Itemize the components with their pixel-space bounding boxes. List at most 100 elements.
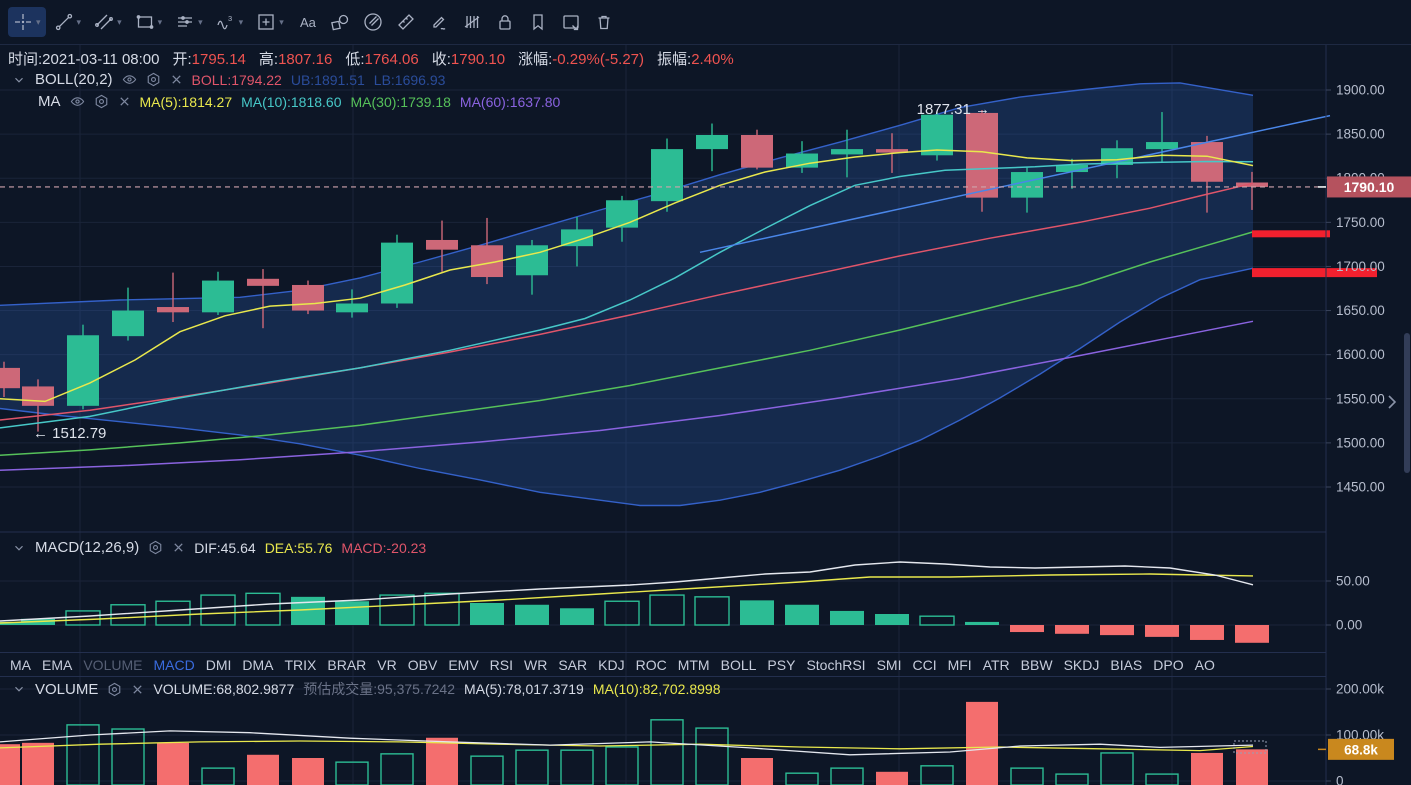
grid-tool[interactable]: ▾ — [251, 7, 289, 37]
collapse-chevron-icon[interactable] — [12, 682, 26, 696]
caret-down-icon[interactable]: ▾ — [238, 16, 244, 27]
eye-icon[interactable] — [122, 72, 137, 87]
caret-down-icon[interactable]: ▾ — [157, 16, 163, 27]
ma-indicator-row: MA MA(5):1814.27 MA(10):1818.60 MA(30):1739… — [38, 93, 560, 110]
chevron-right-icon[interactable] — [1388, 395, 1397, 409]
close-icon[interactable] — [172, 541, 185, 554]
tab-ema[interactable]: EMA — [42, 656, 73, 673]
volume-axis-label: 100.00k — [1336, 728, 1384, 743]
volume-bar — [380, 753, 414, 785]
bookmark-tool[interactable] — [523, 7, 553, 37]
brush-tool[interactable] — [325, 7, 355, 37]
tab-skdj[interactable]: SKDJ — [1063, 656, 1100, 673]
volume-bar — [201, 767, 235, 785]
tab-dmi[interactable]: DMI — [205, 656, 232, 673]
macd-hist-bar — [245, 592, 281, 626]
candle-body — [741, 134, 773, 168]
shape-tool[interactable]: ▾ — [130, 7, 168, 37]
macd-hist-bar — [919, 615, 955, 626]
tab-trix[interactable]: TRIX — [284, 656, 317, 673]
macd-hist-bar — [424, 592, 460, 626]
tab-bbw[interactable]: BBW — [1020, 656, 1053, 673]
tab-roc[interactable]: ROC — [635, 656, 667, 673]
tab-obv[interactable]: OBV — [407, 656, 438, 673]
caret-down-icon[interactable]: ▾ — [279, 16, 284, 27]
ohlc-segment: 高:1807.16 — [258, 51, 333, 68]
lock-tool[interactable] — [490, 7, 520, 37]
price-axis[interactable]: 1900.001850.001800.001750.001700.001650.… — [1326, 83, 1385, 785]
candle-body — [1236, 182, 1268, 187]
tab-kdj[interactable]: KDJ — [598, 656, 625, 673]
tab-psy[interactable]: PSY — [767, 656, 796, 673]
close-icon[interactable] — [170, 73, 183, 86]
caret-down-icon[interactable]: ▾ — [198, 16, 203, 27]
tab-cci[interactable]: CCI — [912, 656, 937, 673]
tab-dma[interactable]: DMA — [242, 656, 274, 673]
indicator-tabs: MA EMA VOLUME MACD DMI DMA TRIX BRAR VR OBV EMV RSI… — [0, 652, 1326, 677]
draw-tool[interactable] — [424, 7, 454, 37]
delete-tool[interactable] — [589, 7, 619, 37]
text-tool[interactable]: Aa — [292, 7, 322, 37]
close-icon[interactable] — [118, 95, 131, 108]
snapshot-tool[interactable] — [556, 7, 586, 37]
tab-wr[interactable]: WR — [524, 656, 548, 673]
gear-icon[interactable] — [94, 94, 109, 109]
tab-brar[interactable]: BRAR — [327, 656, 367, 673]
caret-down-icon[interactable]: ▾ — [76, 16, 82, 27]
wave-tool[interactable]: 3 ▾ — [211, 7, 249, 37]
collapse-chevron-icon[interactable] — [12, 73, 26, 87]
volume-bar — [830, 767, 864, 785]
volume-bar — [1191, 752, 1223, 785]
tab-ao[interactable]: AO — [1194, 656, 1215, 673]
caret-down-icon[interactable]: ▾ — [117, 16, 122, 27]
indicator-value: UB:1891.51 — [290, 71, 365, 88]
volume-bar — [876, 771, 908, 785]
pattern-tool[interactable] — [457, 7, 487, 37]
measure-tool[interactable] — [391, 7, 421, 37]
collapse-chevron-icon[interactable] — [12, 541, 26, 555]
gear-icon[interactable] — [148, 540, 163, 555]
crosshair-tool[interactable]: ▾ — [8, 7, 46, 37]
close-icon[interactable] — [131, 683, 144, 696]
tab-boll[interactable]: BOLL — [720, 656, 757, 673]
caret-down-icon[interactable]: ▾ — [36, 16, 41, 27]
magnet-tool[interactable] — [358, 7, 388, 37]
candle-body — [966, 112, 998, 198]
axis-scrollbar-thumb[interactable] — [1404, 333, 1410, 473]
tab-bias[interactable]: BIAS — [1110, 656, 1143, 673]
tab-mtm[interactable]: MTM — [677, 656, 710, 673]
tab-macd[interactable]: MACD — [153, 656, 195, 673]
bookmark-icon — [533, 14, 543, 31]
tab-mfi[interactable]: MFI — [947, 656, 972, 673]
candle-body — [561, 229, 593, 247]
svg-text:3: 3 — [228, 14, 232, 23]
channel-tool[interactable]: ▾ — [89, 7, 127, 37]
tab-dpo[interactable]: DPO — [1153, 656, 1184, 673]
svg-text:Aa: Aa — [300, 15, 317, 30]
tab-smi[interactable]: SMI — [876, 656, 902, 673]
volume-bar — [426, 737, 458, 785]
candle-body — [1056, 164, 1088, 173]
tab-ma[interactable]: MA — [10, 656, 31, 673]
tab-emv[interactable]: EMV — [448, 656, 479, 673]
tab-atr[interactable]: ATR — [982, 656, 1010, 673]
volume-bar — [22, 742, 54, 785]
gear-icon[interactable] — [146, 72, 161, 87]
trendline-tool[interactable]: ▾ — [49, 7, 87, 37]
macd-hist-bar — [155, 600, 191, 626]
tab-sar[interactable]: SAR — [558, 656, 588, 673]
tab-rsi[interactable]: RSI — [489, 656, 514, 673]
price-level-marker[interactable] — [1252, 230, 1330, 238]
tab-vr[interactable]: VR — [377, 656, 397, 673]
gear-icon[interactable] — [107, 682, 122, 697]
price-level-marker[interactable] — [1252, 268, 1377, 278]
indicator-value: MA(5):1814.27 — [139, 93, 233, 110]
eye-icon[interactable] — [70, 94, 85, 109]
tab-stochrsi[interactable]: StochRSI — [806, 656, 866, 673]
tab-volume[interactable]: VOLUME — [83, 656, 143, 673]
macd-pane — [0, 561, 1269, 643]
trend-icon — [55, 13, 72, 31]
hlines-tool[interactable]: ▾ — [170, 7, 208, 37]
